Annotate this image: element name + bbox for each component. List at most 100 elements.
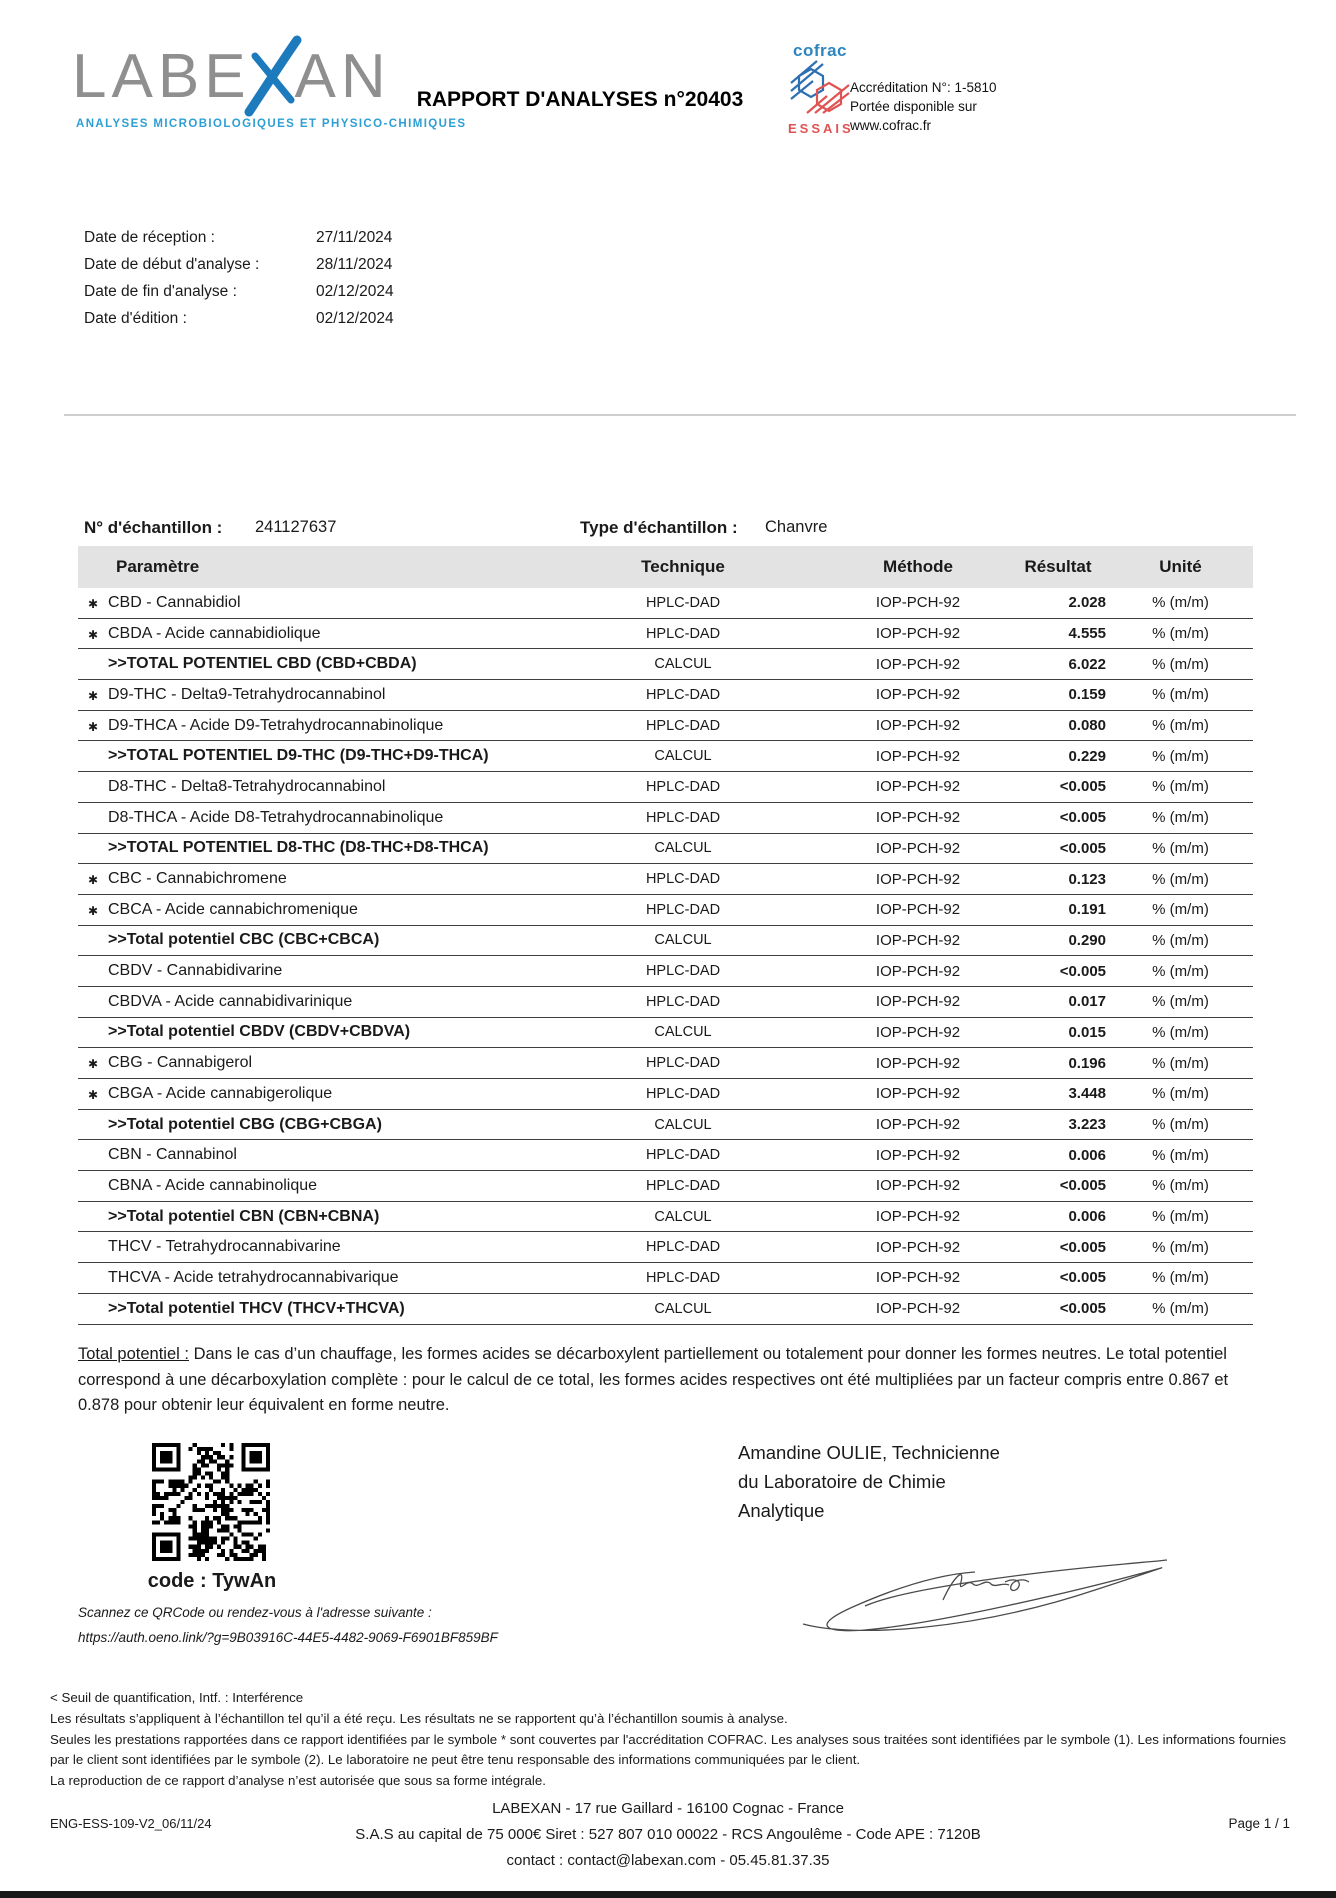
accreditation-star [78,1246,108,1248]
unite-cell: % (m/m) [1152,1177,1209,1195]
unite-cell: % (m/m) [1152,717,1209,735]
parametre-cell: CBG - Cannabigerol [108,1054,253,1072]
resultat-cell: <0.005 [1059,1269,1106,1287]
date-label: Date d'édition : [84,309,187,327]
cofrac-wordmark: cofrac [792,41,848,60]
table-row: >>Total potentiel THCV (THCV+THCVA) CALCU… [78,1294,1253,1325]
technique-cell: HPLC-DAD [645,1085,721,1102]
accreditation-star [78,1185,108,1187]
parametre-cell: >>Total potentiel CBG (CBG+CBGA) [108,1115,382,1133]
resultat-cell: 0.191 [1068,901,1106,919]
unite-cell: % (m/m) [1152,1054,1209,1072]
resultat-cell: <0.005 [1059,1177,1106,1195]
methode-cell: IOP-PCH-92 [875,839,961,857]
technique-cell: CALCUL [654,1300,712,1317]
parametre-cell: CBDV - Cannabidivarine [108,962,283,980]
table-row: ✱ CBD - Cannabidiol HPLC-DAD IOP-PCH-92 2.02… [78,588,1253,619]
accreditation-star [78,1124,108,1126]
methode-cell: IOP-PCH-92 [875,1023,961,1041]
methode-cell: IOP-PCH-92 [875,1238,961,1256]
unite-cell: % (m/m) [1152,1116,1209,1134]
table-row: ✱ CBGA - Acide cannabigerolique HPLC-DAD IO… [78,1079,1253,1110]
methode-cell: IOP-PCH-92 [875,747,961,765]
parametre-cell: D9-THC - Delta9-Tetrahydrocannabinol [108,685,386,703]
date-value: 28/11/2024 [316,255,393,273]
parametre-cell: CBD - Cannabidiol [108,593,241,611]
parametre-cell: D8-THCA - Acide D8-Tetrahydrocannabinoli… [108,808,444,826]
methode-cell: IOP-PCH-92 [875,686,961,704]
header-parametre: Paramètre [116,557,200,576]
methode-cell: IOP-PCH-92 [875,1177,961,1195]
resultat-cell: 0.017 [1068,993,1106,1011]
cofrac-logo: cofrac ESSAIS [788,42,852,135]
resultat-cell: 0.229 [1068,747,1106,765]
technique-cell: HPLC-DAD [645,901,721,918]
technique-cell: HPLC-DAD [645,625,721,642]
qr-scan-text: Scannez ce QRCode ou rendez-vous à l'adr… [78,1605,432,1620]
resultat-cell: 6.022 [1068,655,1106,673]
parametre-cell: D9-THCA - Acide D9-Tetrahydrocannabinoli… [108,716,444,734]
methode-cell: IOP-PCH-92 [875,1146,961,1164]
page-number: Page 1 / 1 [1228,1816,1290,1831]
methode-cell: IOP-PCH-92 [875,1269,961,1287]
qr-url[interactable]: https://auth.oeno.link/?g=9B03916C-44E5-… [78,1630,498,1645]
table-row: >>TOTAL POTENTIEL D8-THC (D8-THC+D8-THCA… [78,834,1253,865]
sample-number-value: 241127637 [255,518,337,536]
date-start-row: Date de début d'analyse : 28/11/2024 [84,251,394,278]
technique-cell: CALCUL [654,1024,712,1041]
parametre-cell: CBN - Cannabinol [108,1146,237,1164]
resultat-cell: 0.006 [1068,1208,1106,1226]
parametre-cell: CBGA - Acide cannabigerolique [108,1084,333,1102]
technique-cell: CALCUL [654,656,712,673]
technique-cell: CALCUL [654,1116,712,1133]
footer-address: LABEXAN - 17 rue Gaillard - 16100 Cognac… [492,1800,844,1817]
logo-x-brush-icon [244,35,302,117]
sample-type-label: Type d'échantillon : [580,518,738,537]
methode-cell: IOP-PCH-92 [875,655,961,673]
cofrac-url[interactable]: www.cofrac.fr [850,118,932,133]
parametre-cell: CBNA - Acide cannabinolique [108,1176,318,1194]
methode-cell: IOP-PCH-92 [875,993,961,1011]
logo-text-right: AN [294,42,391,111]
logo-subtitle: ANALYSES MICROBIOLOGIQUES ET PHYSICO-CHI… [76,118,467,130]
parametre-cell: THCVA - Acide tetrahydrocannabivarique [108,1268,399,1286]
methode-cell: IOP-PCH-92 [875,870,961,888]
accreditation-star [78,1154,108,1156]
parametre-cell: CBCA - Acide cannabichromenique [108,900,358,918]
accreditation-star: ✱ [87,596,99,611]
cofrac-hexagons-icon [790,60,850,114]
parametre-cell: >>Total potentiel CBN (CBN+CBNA) [108,1207,380,1225]
date-end-row: Date de fin d'analyse : 02/12/2024 [84,278,394,305]
bottom-edge-bar [0,1891,1336,1898]
technique-cell: CALCUL [654,840,712,857]
resultat-cell: 0.006 [1068,1146,1106,1164]
note-text: Dans le cas d’un chauffage, les formes a… [78,1345,1229,1414]
parametre-cell: >>Total potentiel CBDV (CBDV+CBDVA) [108,1023,411,1041]
resultat-cell: 4.555 [1068,625,1106,643]
accreditation-star [78,817,108,819]
unite-cell: % (m/m) [1152,594,1209,612]
accreditation-star: ✱ [87,903,99,918]
table-row: ✱ CBDA - Acide cannabidiolique HPLC-DAD IOP… [78,619,1253,650]
disclaimer-block: < Seuil de quantification, Intf. : Inter… [50,1688,1306,1792]
total-potential-note: Total potentiel : Dans le cas d’un chauf… [78,1342,1260,1419]
accreditation-star [78,755,108,757]
methode-cell: IOP-PCH-92 [875,778,961,796]
accreditation-star [78,1031,108,1033]
unite-cell: % (m/m) [1152,931,1209,949]
accreditation-star [78,1277,108,1279]
cofrac-essais-label: ESSAIS [788,121,854,136]
qr-code-caption: code : TywAn [147,1570,277,1592]
unite-cell: % (m/m) [1152,839,1209,857]
resultat-cell: 0.159 [1068,686,1106,704]
signatory-role-line3: Analytique [738,1500,825,1521]
parametre-cell: CBDA - Acide cannabidiolique [108,624,321,642]
qr-code [152,1443,270,1561]
unite-cell: % (m/m) [1152,1238,1209,1256]
technique-cell: HPLC-DAD [645,1177,721,1194]
signatory-role-line2: du Laboratoire de Chimie [738,1471,946,1492]
accreditation-star [78,1001,108,1003]
resultat-cell: <0.005 [1059,962,1106,980]
unite-cell: % (m/m) [1152,1208,1209,1226]
